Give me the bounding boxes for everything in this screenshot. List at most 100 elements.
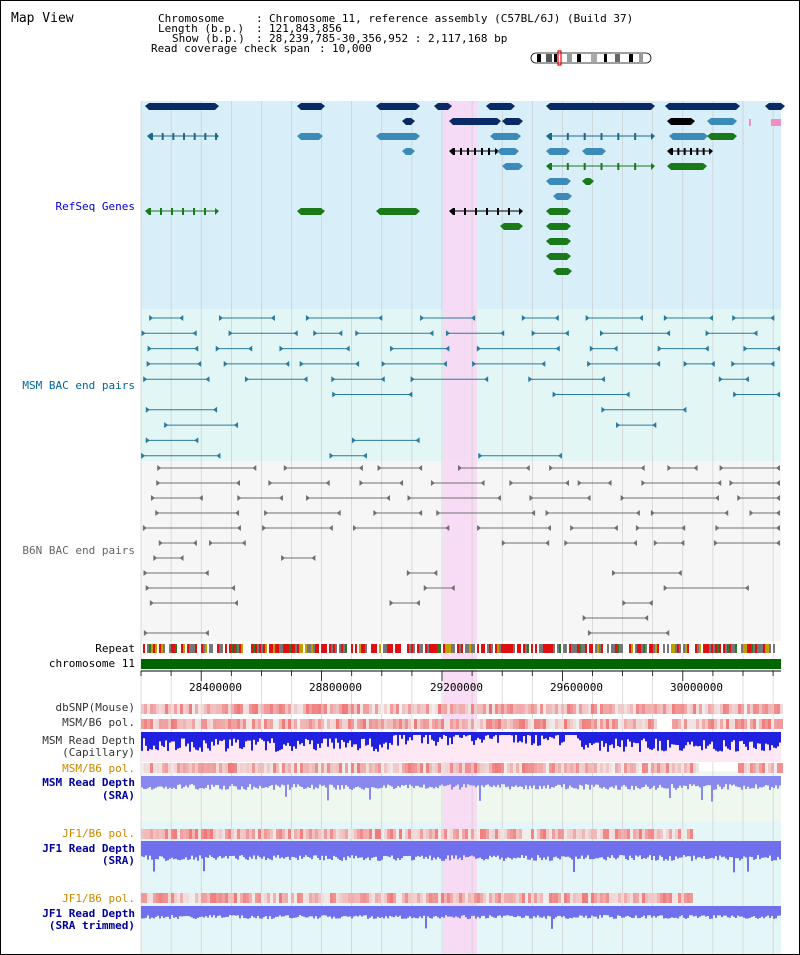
read-depth-bar [255,732,257,745]
polymorphism-cell [216,704,219,714]
read-depth-bar [165,732,167,741]
read-depth-bar [221,906,223,918]
read-depth-bar [339,906,341,919]
polymorphism-cell [750,763,753,773]
polymorphism-cell [693,704,696,714]
gene-exon [488,148,490,155]
polymorphism-cell [636,829,639,839]
read-depth-bar [463,732,465,735]
polymorphism-cell [582,763,585,773]
read-depth-bar [331,841,333,861]
read-depth-bar [189,906,191,917]
read-depth-bar [159,732,161,742]
read-depth-bar [397,732,399,746]
polymorphism-cell [216,719,219,729]
polymorphism-cell [456,763,459,773]
read-depth-bar [659,841,661,856]
polymorphism-cell [336,719,339,729]
bac-end-marker [776,540,780,546]
read-depth-bar [237,732,239,740]
polymorphism-cell [402,704,405,714]
ideogram-band [546,54,552,62]
read-depth-bar [713,776,715,790]
polymorphism-cell [225,829,228,839]
bac-end-marker [484,376,489,383]
read-depth-bar [381,776,383,788]
read-depth-bar [683,906,685,918]
read-depth-bar [529,906,531,919]
read-depth-bar [515,732,517,735]
polymorphism-cell [231,893,234,903]
read-depth-bar [613,732,615,749]
read-depth-bar [307,776,309,788]
read-depth-bar [327,906,329,917]
polymorphism-cell [300,763,303,773]
track-label-msm-bac[interactable]: MSM BAC end pairs [22,379,135,392]
polymorphism-cell [741,763,744,773]
read-depth-bar [229,776,231,787]
read-depth-bar [593,732,595,744]
read-depth-bar [617,776,619,790]
bac-end-marker [378,315,383,321]
polymorphism-cell [405,893,408,903]
polymorphism-cell [198,719,201,729]
gene-arrow [546,223,550,230]
read-depth-bar [321,841,323,856]
track-label-b6n-bac[interactable]: B6N BAC end pairs [22,544,135,557]
gene-arrow [321,208,325,215]
bac-end-marker [458,465,463,471]
repeat-element [385,644,387,653]
read-depth-bar [387,841,389,857]
repeat-element [499,644,501,653]
polymorphism-cell [639,829,642,839]
read-depth-bar [777,841,779,857]
gene-exon-block [550,238,567,245]
track-label-refseq[interactable]: RefSeq Genes [55,200,135,213]
read-depth-bar [293,906,295,918]
bac-end-marker [718,376,723,383]
polymorphism-cell [189,719,192,729]
polymorphism-cell [555,719,558,729]
polymorphism-cell [624,763,627,773]
polymorphism-cell [525,704,528,714]
read-depth-bar [243,776,245,790]
read-depth-bar [427,906,429,917]
polymorphism-cell [579,763,582,773]
read-depth-bar [753,776,755,789]
read-depth-bar [339,841,341,861]
read-depth-bar [347,732,349,743]
repeat-element [523,644,525,653]
polymorphism-cell [243,719,246,729]
read-depth-bar [697,732,699,747]
gene-exon [566,163,569,170]
bac-end-marker [433,570,438,576]
repeat-element [645,644,647,653]
read-depth-bar [407,841,409,857]
polymorphism-cell [252,763,255,773]
header-colon: : [256,22,263,35]
read-depth-bar [375,776,377,789]
repeat-element [371,644,373,653]
read-depth-bar [631,732,633,747]
track-label-msm-b6-pol: MSM/B6 pol. [62,716,135,729]
read-depth-bar [455,776,457,786]
repeat-element [553,644,555,653]
read-depth-bar [533,906,535,917]
bac-end-marker [657,345,662,352]
polymorphism-cell [516,704,519,714]
polymorphism-cell [363,719,366,729]
read-depth-bar [293,732,295,747]
polymorphism-cell [237,719,240,729]
polymorphism-cell [678,704,681,714]
read-depth-bar [147,906,149,916]
polymorphism-cell [441,893,444,903]
read-depth-bar [231,732,233,746]
read-depth-bar [563,841,565,857]
read-depth-bar [583,732,585,750]
polymorphism-cell [471,763,474,773]
polymorphism-cell [636,893,639,903]
polymorphism-cell [402,829,405,839]
polymorphism-cell [357,704,360,714]
bac-end-marker [749,510,754,516]
